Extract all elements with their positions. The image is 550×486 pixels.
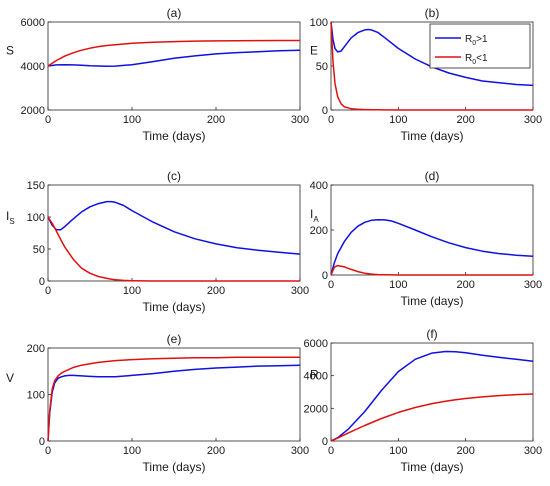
x-tick-label: 300 <box>291 445 309 457</box>
panel-3: (d) 0 100 200 300 0 200 400 Time (days) IA <box>310 169 543 308</box>
legend-label-r0-lt-1: R0<1 <box>465 53 488 66</box>
panel-2: (c) 0 100 200 300 0 50 100 150 Time (days) IS <box>6 169 309 314</box>
x-tick-label: 300 <box>291 285 309 297</box>
series-line-r0-lt-1 <box>330 21 533 111</box>
x-tick-label: 100 <box>123 285 141 297</box>
series-line-r0-lt-1 <box>47 216 300 282</box>
series-line-r0-gt-1 <box>47 49 301 67</box>
y-tick-label: 6000 <box>21 17 45 29</box>
series-line-r0-gt-1 <box>47 200 301 255</box>
x-tick-label: 300 <box>524 114 542 126</box>
x-tick-label: 0 <box>45 285 51 297</box>
x-tick-label: 300 <box>524 445 542 457</box>
y-tick-label: 50 <box>33 244 45 256</box>
y-tick-label: 50 <box>316 61 328 73</box>
y-axis-label: IA <box>310 207 319 224</box>
y-axis-label: S <box>6 43 14 57</box>
x-tick-label: 300 <box>524 279 542 291</box>
y-axis-label: IS <box>6 209 15 226</box>
x-tick-label: 100 <box>389 445 407 457</box>
x-axis-label: Time (days) <box>401 294 464 308</box>
series-line-r0-gt-1 <box>330 21 534 87</box>
x-tick-label: 100 <box>123 445 141 457</box>
x-tick-label: 0 <box>45 445 51 457</box>
y-tick-label: 150 <box>27 180 45 192</box>
x-axis-label: Time (days) <box>401 129 464 143</box>
series-line-r0-gt-1 <box>47 364 301 442</box>
y-tick-label: 400 <box>310 180 328 192</box>
panel-title: (a) <box>167 6 182 20</box>
x-tick-label: 100 <box>123 114 141 126</box>
legend-box <box>429 23 531 69</box>
y-tick-label: 0 <box>322 270 328 282</box>
panel-5: (f) 0 100 200 300 0 2000 4000 6000 Time (days) R <box>304 327 543 474</box>
series-line-r0-lt-1 <box>330 393 534 442</box>
x-tick-label: 0 <box>45 114 51 126</box>
plot-frame <box>330 184 534 276</box>
x-tick-label: 0 <box>328 445 334 457</box>
y-tick-label: 0 <box>322 105 328 117</box>
x-tick-label: 300 <box>291 114 309 126</box>
y-tick-label: 100 <box>27 212 45 224</box>
x-tick-label: 200 <box>456 114 474 126</box>
y-axis-label: E <box>310 43 318 57</box>
y-tick-label: 0 <box>322 436 328 448</box>
y-tick-label: 0 <box>39 276 45 288</box>
x-axis-label: Time (days) <box>401 460 464 474</box>
series-line-r0-lt-1 <box>47 356 300 442</box>
plot-frame <box>47 184 301 282</box>
series-line-r0-lt-1 <box>330 264 533 276</box>
series-line-r0-gt-1 <box>330 218 534 276</box>
panel-title: (c) <box>167 169 181 183</box>
panel-0: (a) 0 100 200 300 2000 4000 6000 Time (days) S <box>6 6 309 143</box>
x-tick-label: 200 <box>456 445 474 457</box>
y-tick-label: 6000 <box>304 338 328 350</box>
plot-frame <box>47 347 301 442</box>
x-axis-label: Time (days) <box>143 300 206 314</box>
y-axis-label: R <box>310 367 319 381</box>
x-tick-label: 200 <box>207 445 225 457</box>
series-line-r0-gt-1 <box>330 350 534 442</box>
series-line-r0-lt-1 <box>47 39 300 67</box>
y-tick-label: 0 <box>39 436 45 448</box>
y-tick-label: 2000 <box>304 403 328 415</box>
panel-title: (b) <box>425 6 440 20</box>
x-tick-label: 100 <box>389 279 407 291</box>
legend-label-r0-gt-1: R0>1 <box>465 34 488 47</box>
y-tick-label: 200 <box>27 343 45 355</box>
plot-frame <box>330 342 534 442</box>
panel-title: (e) <box>167 332 182 346</box>
x-tick-label: 200 <box>207 285 225 297</box>
y-tick-label: 100 <box>27 390 45 402</box>
y-tick-label: 200 <box>310 225 328 237</box>
y-tick-label: 4000 <box>304 371 328 383</box>
x-tick-label: 200 <box>207 114 225 126</box>
x-tick-label: 0 <box>328 114 334 126</box>
panel-title: (f) <box>426 327 437 341</box>
y-tick-label: 2000 <box>21 105 45 117</box>
x-tick-label: 0 <box>328 279 334 291</box>
panel-title: (d) <box>425 169 440 183</box>
legend: R0>1 R0<1 <box>429 23 531 69</box>
x-tick-label: 100 <box>389 114 407 126</box>
x-axis-label: Time (days) <box>143 460 206 474</box>
y-tick-label: 4000 <box>21 61 45 73</box>
panel-1: (b) 0 100 200 300 0 50 100 Time (days) E <box>310 6 543 143</box>
y-axis-label: V <box>6 371 14 385</box>
y-tick-label: 100 <box>310 17 328 29</box>
x-axis-label: Time (days) <box>143 129 206 143</box>
x-tick-label: 200 <box>456 279 474 291</box>
